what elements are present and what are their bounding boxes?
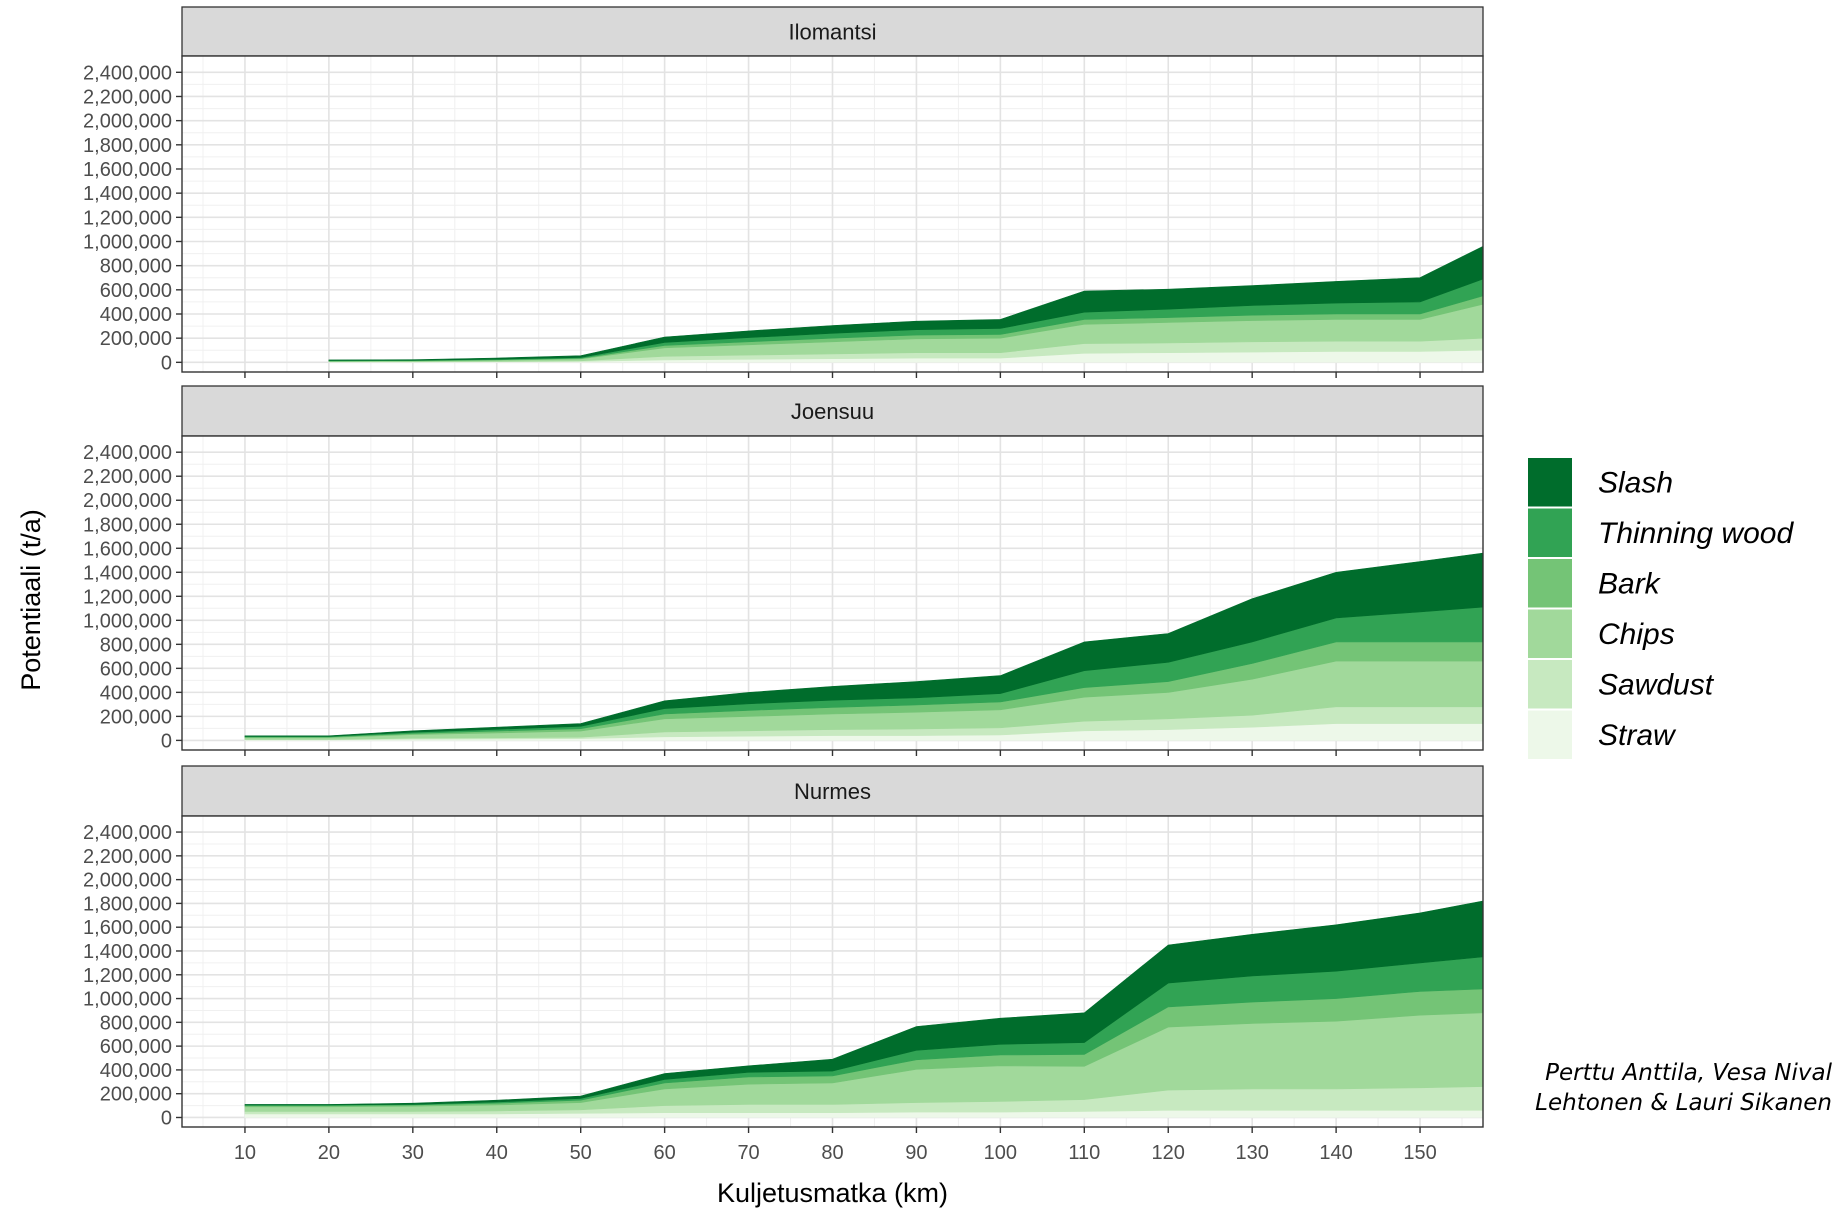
author-credit: Perttu Anttila, Vesa Nival Lehtonen & La…	[1482, 1058, 1832, 1118]
x-tick-label: 90	[905, 1142, 927, 1164]
x-tick-label: 100	[984, 1142, 1017, 1164]
x-axis-ticks	[244, 750, 1421, 756]
y-tick-label: 800,000	[100, 634, 172, 656]
y-tick-label: 2,200,000	[83, 86, 172, 108]
panel-title: Nurmes	[794, 779, 871, 804]
x-tick-label: 150	[1403, 1142, 1436, 1164]
y-tick-label: 600,000	[100, 1036, 172, 1058]
x-tick-label: 40	[486, 1142, 508, 1164]
y-tick-label: 600,000	[100, 658, 172, 680]
x-tick-label: 20	[318, 1142, 340, 1164]
x-tick-label: 70	[737, 1142, 759, 1164]
y-tick-label: 400,000	[100, 682, 172, 704]
stacked-areas	[244, 552, 1484, 741]
y-tick-label: 1,000,000	[83, 989, 172, 1011]
panel-strip	[181, 6, 1484, 57]
panel-strip	[181, 385, 1484, 437]
legend-key-thinning-wood	[1526, 506, 1574, 559]
legend-label: Slash	[1598, 466, 1673, 499]
y-tick-label: 200,000	[100, 328, 172, 350]
x-tick-label: 120	[1152, 1142, 1185, 1164]
y-tick-label: 400,000	[100, 304, 172, 326]
legend-label: Thinning wood	[1598, 517, 1794, 550]
y-tick-label: 2,000,000	[83, 111, 172, 133]
legend-key-bark	[1526, 557, 1574, 610]
legend-key-straw	[1526, 708, 1574, 761]
legend: Slash Thinning wood Bark Chips Sawdust Straw	[1526, 456, 1794, 761]
y-tick-label: 1,600,000	[83, 538, 172, 560]
y-tick-label: 0	[161, 730, 172, 752]
y-tick-label: 1,200,000	[83, 965, 172, 987]
x-tick-label: 60	[654, 1142, 676, 1164]
legend-label: Straw	[1598, 719, 1677, 752]
legend-key-slash	[1526, 456, 1574, 509]
legend-item-bark: Bark	[1526, 557, 1662, 610]
legend-item-sawdust: Sawdust	[1526, 658, 1715, 711]
x-tick-label: 80	[821, 1142, 843, 1164]
y-tick-label: 0	[161, 1107, 172, 1129]
legend-item-slash: Slash	[1526, 456, 1673, 509]
legend-label: Chips	[1598, 618, 1675, 651]
y-tick-label: 1,200,000	[83, 207, 172, 229]
y-tick-label: 2,400,000	[83, 822, 172, 844]
x-axis-labels: 10 20 30 40 50 60 70 80 90 100 110 120 130 140 150	[234, 1142, 1437, 1164]
y-tick-label: 800,000	[100, 256, 172, 278]
y-tick-label: 2,200,000	[83, 466, 172, 488]
y-tick-label: 1,000,000	[83, 610, 172, 632]
y-tick-label: 400,000	[100, 1060, 172, 1082]
x-tick-label: 140	[1319, 1142, 1352, 1164]
y-tick-label: 2,000,000	[83, 490, 172, 512]
y-tick-label: 1,800,000	[83, 893, 172, 915]
y-tick-label: 0	[161, 352, 172, 374]
x-tick-label: 30	[402, 1142, 424, 1164]
y-tick-label: 1,200,000	[83, 586, 172, 608]
panel-nurmes: Nurmes 0200,000400,000600,000800,0001,000…	[83, 765, 1484, 1164]
y-axis: 0200,000400,000600,000800,0001,000,0001,…	[83, 442, 182, 752]
y-tick-label: 600,000	[100, 280, 172, 302]
panel-title: Ilomantsi	[788, 20, 876, 45]
x-tick-label: 110	[1068, 1142, 1100, 1164]
legend-item-chips: Chips	[1526, 607, 1675, 660]
y-axis: 0200,000400,000600,000800,0001,000,0001,…	[83, 822, 182, 1129]
y-tick-label: 2,400,000	[83, 442, 172, 464]
y-axis: 0200,000400,000600,000800,0001,000,0001,…	[83, 62, 182, 374]
y-tick-label: 1,800,000	[83, 514, 172, 536]
y-tick-label: 1,400,000	[83, 562, 172, 584]
credit-line-2: Lehtonen & Lauri Sikanen	[1535, 1090, 1832, 1116]
y-tick-label: 2,400,000	[83, 62, 172, 84]
stacked-areas	[328, 245, 1484, 363]
legend-item-thinning-wood: Thinning wood	[1526, 506, 1794, 559]
legend-label: Sawdust	[1598, 668, 1715, 701]
y-axis-title: Potentiaali (t/a)	[16, 509, 46, 691]
y-tick-label: 1,400,000	[83, 183, 172, 205]
panel-strip	[181, 765, 1484, 817]
y-tick-label: 800,000	[100, 1012, 172, 1034]
x-tick-label: 50	[570, 1142, 592, 1164]
x-axis-ticks	[244, 1127, 1421, 1133]
y-tick-label: 2,200,000	[83, 846, 172, 868]
legend-item-straw: Straw	[1526, 708, 1677, 761]
y-tick-label: 200,000	[100, 706, 172, 728]
x-axis-title: Kuljetusmatka (km)	[717, 1178, 948, 1208]
panel-joensuu: Joensuu 0200,000400,000600,000800,0001,00…	[83, 385, 1484, 756]
legend-key-chips	[1526, 607, 1574, 660]
y-tick-label: 1,600,000	[83, 159, 172, 181]
panel-title: Joensuu	[791, 399, 874, 424]
credit-line-1: Perttu Anttila, Vesa Nival	[1545, 1060, 1832, 1086]
y-tick-label: 1,400,000	[83, 941, 172, 963]
y-tick-label: 1,000,000	[83, 231, 172, 253]
x-tick-label: 130	[1235, 1142, 1268, 1164]
x-axis-ticks	[244, 372, 1421, 378]
legend-label: Bark	[1598, 567, 1662, 600]
x-tick-label: 10	[234, 1142, 256, 1164]
y-tick-label: 2,000,000	[83, 870, 172, 892]
y-tick-label: 1,600,000	[83, 917, 172, 939]
y-tick-label: 200,000	[100, 1084, 172, 1106]
y-tick-label: 1,800,000	[83, 135, 172, 157]
legend-key-sawdust	[1526, 658, 1574, 711]
